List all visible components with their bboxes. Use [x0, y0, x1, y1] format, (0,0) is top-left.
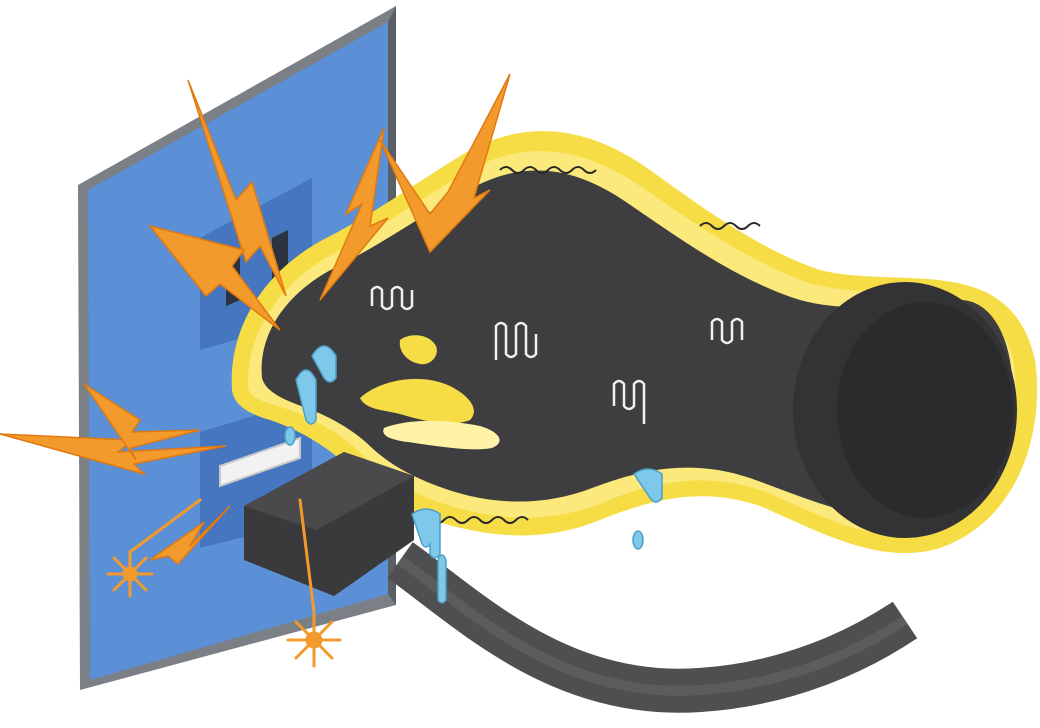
lightning-bolt-icon	[0, 73, 511, 566]
shiver-mark-icon	[370, 285, 744, 424]
spark-burst-icon	[106, 498, 342, 668]
sleeve-cuff	[793, 282, 1017, 538]
plug-prongs	[219, 436, 301, 488]
water-drip-icon	[284, 345, 663, 604]
plug-body	[244, 452, 414, 596]
finger-gaps	[360, 335, 500, 450]
power-cord	[387, 542, 918, 713]
